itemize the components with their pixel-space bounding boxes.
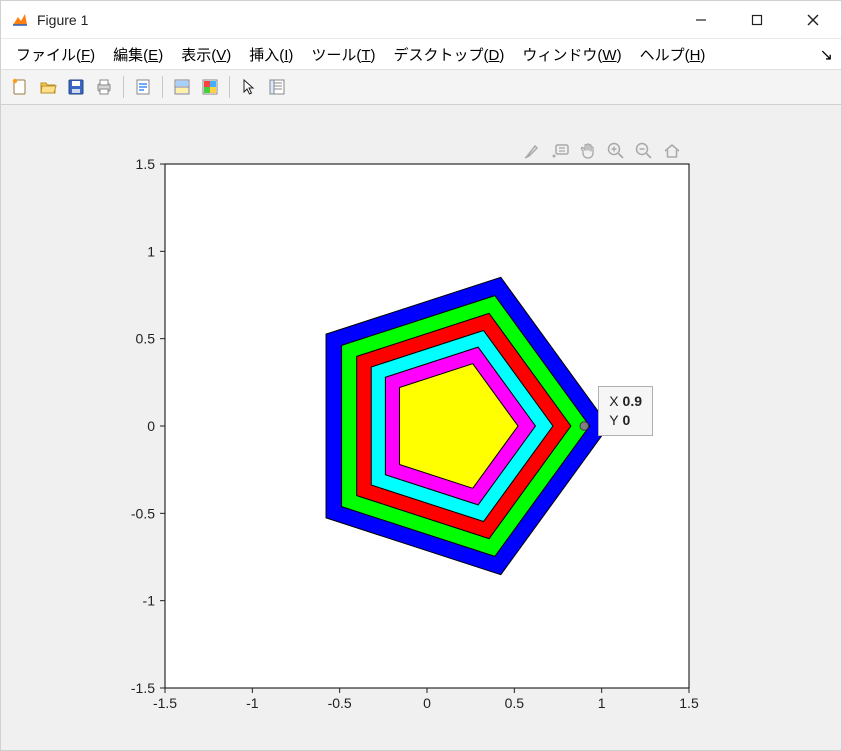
print-icon[interactable] [91,74,117,100]
svg-text:-1.5: -1.5 [153,695,177,711]
window-title: Figure 1 [37,12,673,28]
home-icon[interactable] [660,139,684,163]
svg-text:0: 0 [423,695,431,711]
datatip-y-value: 0 [623,412,631,428]
svg-text:-1.5: -1.5 [131,680,155,696]
maximize-button[interactable] [729,1,785,39]
svg-text:1.5: 1.5 [136,156,156,172]
menubar: ファイル(F)編集(E)表示(V)挿入(I)ツール(T)デスクトップ(D)ウィン… [1,39,841,69]
plot-area: -1.5 -1 -0.5 0 0.5 1 1.5 -1.5 -1 -0.5 0 0.5 1 1.5 X 0.… [1,105,841,750]
datatip-icon[interactable] [548,139,572,163]
svg-text:-1: -1 [143,593,156,609]
colorbar-icon[interactable] [197,74,223,100]
menu-item[interactable]: 編集(E) [104,41,172,68]
toolbar-separator [123,76,124,98]
pan-icon[interactable] [576,139,600,163]
titlebar: Figure 1 [1,1,841,39]
minimize-button[interactable] [673,1,729,39]
svg-text:0.5: 0.5 [505,695,525,711]
svg-text:0: 0 [147,418,155,434]
datatip-y-label: Y [609,412,618,428]
zoom-out-icon[interactable] [632,139,656,163]
window-controls [673,1,841,38]
new-figure-icon[interactable] [7,74,33,100]
toolbar [1,69,841,105]
menu-item[interactable]: ヘルプ(H) [631,41,715,68]
menu-item[interactable]: ファイル(F) [7,41,104,68]
menu-item[interactable]: 挿入(I) [240,41,302,68]
zoom-in-icon[interactable] [604,139,628,163]
datatip-x-value: 0.9 [623,393,642,409]
axes[interactable]: -1.5 -1 -0.5 0 0.5 1 1.5 -1.5 -1 -0.5 0 0.5 1 1.5 [1,105,842,750]
inspect-icon[interactable] [264,74,290,100]
link-icon[interactable] [169,74,195,100]
svg-text:-0.5: -0.5 [328,695,352,711]
svg-text:1.5: 1.5 [679,695,699,711]
menu-item[interactable]: デスクトップ(D) [385,41,514,68]
close-button[interactable] [785,1,841,39]
toolbar-separator [162,76,163,98]
svg-text:1: 1 [147,243,155,259]
svg-text:-0.5: -0.5 [131,505,155,521]
menu-item[interactable]: ツール(T) [302,41,384,68]
print-preview-icon[interactable] [130,74,156,100]
svg-text:-1: -1 [246,695,259,711]
open-icon[interactable] [35,74,61,100]
toolbar-separator [229,76,230,98]
app-icon [11,11,29,29]
datatip[interactable]: X 0.9 Y0 [598,386,653,436]
axes-toolbar [520,139,684,163]
svg-text:1: 1 [598,695,606,711]
menubar-overflow-icon[interactable]: ↘ [820,45,833,65]
datatip-x-label: X [609,393,618,409]
save-icon[interactable] [63,74,89,100]
svg-text:0.5: 0.5 [136,331,156,347]
menu-item[interactable]: ウィンドウ(W) [513,41,630,68]
menu-item[interactable]: 表示(V) [172,41,240,68]
cursor-icon[interactable] [236,74,262,100]
brush-icon[interactable] [520,139,544,163]
